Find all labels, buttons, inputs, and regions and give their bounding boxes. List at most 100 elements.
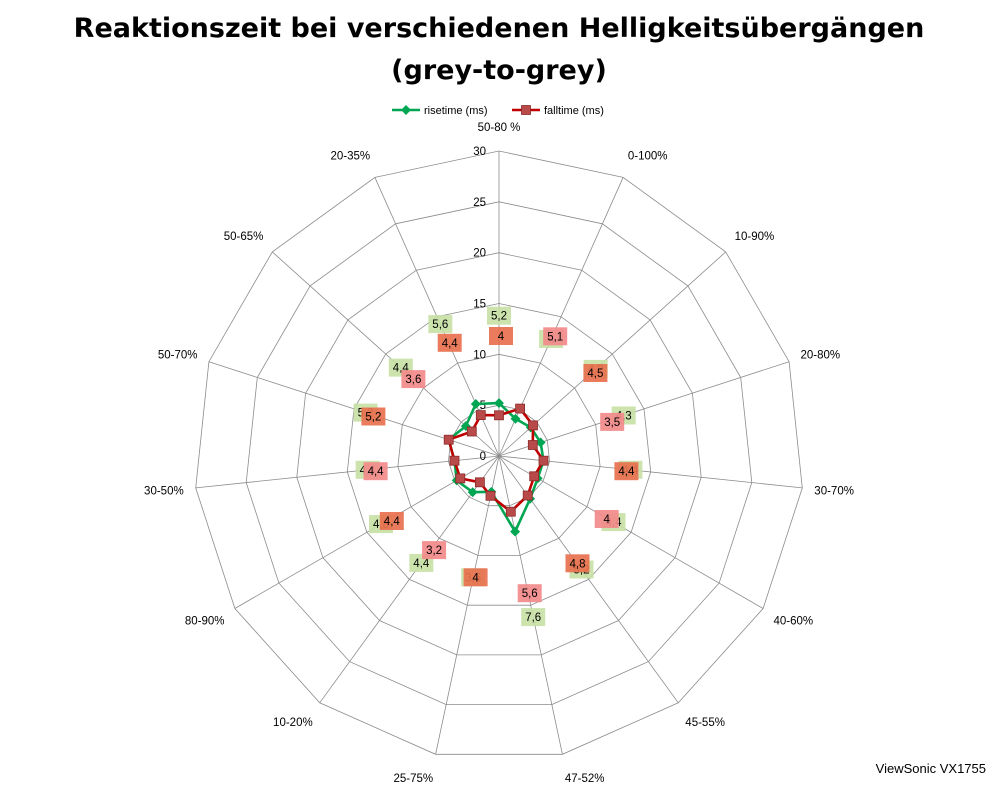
data-label-box [487,306,511,325]
data-point [449,455,460,466]
data-label-box [428,315,453,334]
data-point [475,410,486,421]
data-point [528,420,538,431]
grid-spoke [435,455,500,755]
data-label: 3,5 [604,417,620,429]
category-label: 10-20% [273,717,313,729]
grid-spoke [498,455,563,755]
grid-spoke [319,455,500,704]
data-label: 7,6 [525,612,541,624]
data-point [474,477,485,488]
data-label: 4 [498,331,505,343]
data-label-box [363,462,388,481]
data-label: 5,6 [522,588,538,600]
data-label-box [583,364,608,382]
data-label-box [614,462,639,481]
grid-ring [296,252,702,656]
chart-legend: risetime (ms) falltime (ms) [392,105,604,117]
category-label: 80-90% [185,616,225,628]
radial-tick-label: 5 [480,400,486,412]
data-label: 5,2 [491,311,507,323]
radar-grid: 0 5 10 15 20 25 30 50-80 % 0-100% 10-90% 20-80% 30-… [144,122,854,785]
category-label: 50-65% [224,231,264,243]
legend-label: risetime (ms) [424,105,488,117]
radial-tick-label: 10 [473,349,486,361]
data-point [515,403,525,414]
data-label: 4,8 [570,558,586,570]
data-point [535,437,546,448]
legend-marker [401,105,411,115]
legend-label: falltime (ms) [544,105,604,117]
data-label: 5,2 [365,412,381,424]
data-label: 4,4 [618,466,635,478]
data-label-box [437,333,462,352]
data-label: 4,4 [384,516,401,528]
data-label: 5,6 [432,319,448,331]
data-label: 5,1 [547,331,563,343]
data-label: 4,5 [587,368,603,380]
category-label: 30-70% [814,485,854,497]
radial-tick-label: 30 [473,146,486,158]
category-label: 20-35% [330,150,370,162]
radial-tick-label: 25 [473,197,486,209]
data-point [529,471,540,482]
data-point [467,487,478,498]
series-line [447,407,545,514]
brand-caption: ViewSonic VX1755 [875,761,986,776]
category-label: 50-80 % [478,122,521,134]
category-label: 20-80% [801,349,841,361]
data-label-box [543,327,568,346]
data-point [443,434,454,445]
chart-title: Reaktionszeit bei verschiedenen Helligke… [0,8,998,92]
grid-spoke [498,455,764,609]
grid-ring [397,353,601,556]
category-label: 45-55% [685,717,725,729]
data-point [505,506,516,517]
radial-tick-label: 15 [473,299,486,311]
grid-spoke [498,455,803,489]
radial-tick-label: 0 [480,451,486,463]
data-point [455,473,466,484]
data-point [494,410,504,421]
data-label: 4 [603,514,610,526]
data-label: 3,2 [426,545,442,557]
radial-tick-label: 20 [473,248,486,260]
data-label-box [600,412,625,431]
grid-spoke [195,455,500,489]
grid-spoke [498,361,790,457]
data-label: 4,4 [413,558,430,570]
data-point [485,490,496,501]
data-label-box [517,584,542,603]
data-point [466,426,477,437]
data-label-box [565,554,590,573]
data-label-box [594,510,619,528]
data-label-box [463,568,488,587]
grid-ring [195,150,803,755]
category-label: 25-75% [393,773,433,785]
data-point [538,455,549,466]
category-label: 50-70% [158,349,198,361]
chart-series [443,398,549,537]
chart-title-line-2: (grey-to-grey) [391,55,607,86]
grid-ring [245,201,753,705]
grid-spoke [272,251,500,457]
data-point [522,490,533,501]
data-label-box [379,512,404,530]
data-label: 4,4 [368,466,385,478]
data-point [470,399,481,409]
data-point [494,398,504,409]
data-point [527,440,538,450]
chart-title-line-1: Reaktionszeit bei verschiedenen Helligke… [73,13,925,44]
data-label-box [489,327,513,345]
data-label: 4,4 [442,338,459,350]
grid-ring [346,303,652,606]
data-label: 3,6 [405,374,421,386]
data-labels: 5,244,24,34,44,45,27,63,64,44,84,45,24,4… [353,306,643,627]
data-label-box [521,608,546,627]
series-line [447,401,545,533]
data-point [510,413,521,424]
category-label: 30-50% [144,485,184,497]
data-label: 4 [472,572,479,584]
data-label-box [422,541,447,560]
